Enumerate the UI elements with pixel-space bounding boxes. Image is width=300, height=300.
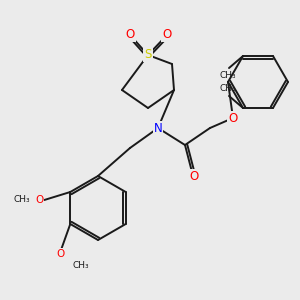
Text: CH₃: CH₃ xyxy=(72,262,89,271)
Text: CH₃: CH₃ xyxy=(220,84,236,93)
Text: O: O xyxy=(56,249,64,259)
Text: O: O xyxy=(35,195,43,205)
Text: O: O xyxy=(228,112,238,124)
Text: S: S xyxy=(144,49,152,62)
Text: O: O xyxy=(125,28,135,41)
Text: CH₃: CH₃ xyxy=(220,71,236,80)
Text: N: N xyxy=(154,122,162,134)
Text: O: O xyxy=(162,28,172,41)
Text: CH₃: CH₃ xyxy=(14,196,30,205)
Text: O: O xyxy=(189,169,199,182)
